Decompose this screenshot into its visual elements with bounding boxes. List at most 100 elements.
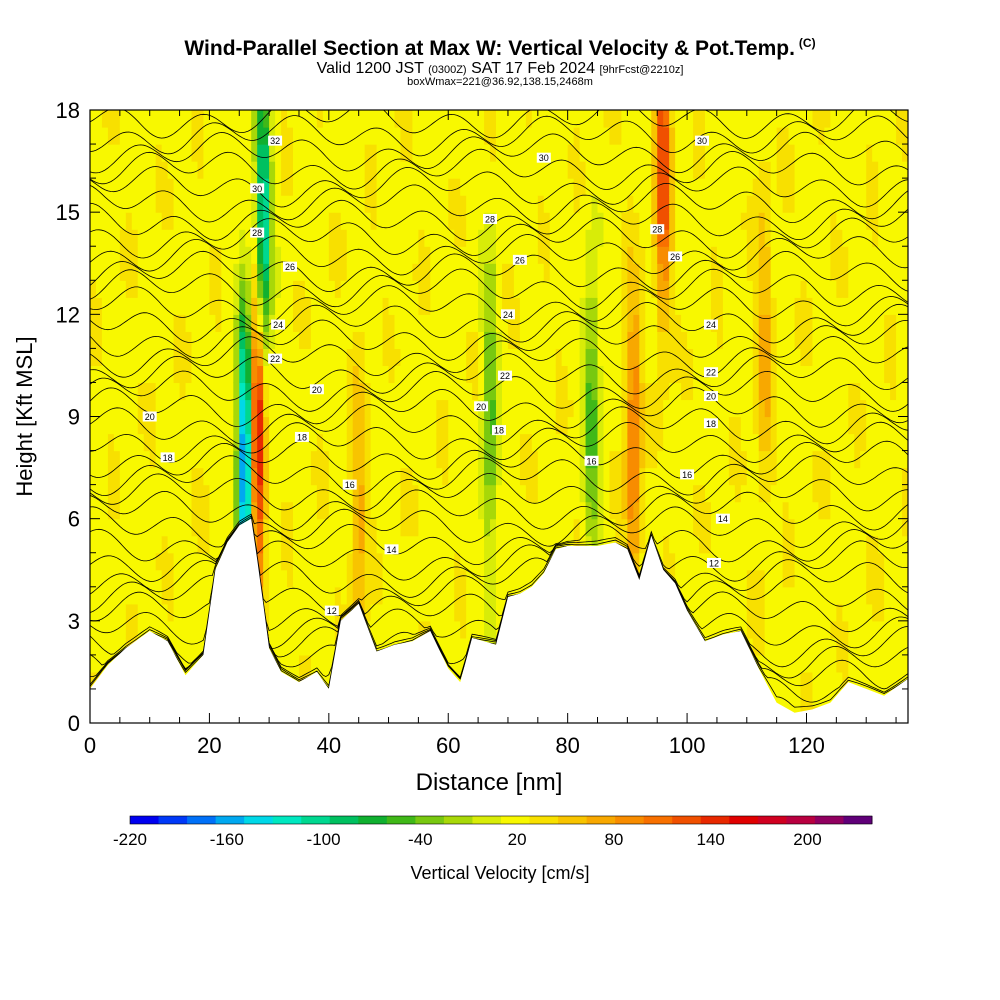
velocity-cell [513,280,521,298]
velocity-cell [573,212,581,230]
velocity-cell [687,484,694,503]
velocity-cell [352,433,360,452]
velocity-cell [764,450,772,469]
velocity-cell [221,229,228,247]
velocity-cell [657,416,664,435]
velocity-cell [143,212,151,230]
velocity-cell [663,161,670,179]
velocity-cell [830,246,837,264]
velocity-cell [466,484,473,503]
velocity-cell [179,484,187,503]
velocity-cell [657,195,664,213]
velocity-cell [460,501,467,520]
velocity-cell [436,127,443,145]
velocity-cell [675,467,682,486]
velocity-cell [418,212,425,230]
velocity-cell [525,144,533,162]
velocity-cell [394,263,402,281]
velocity-cell [340,280,348,298]
velocity-cell [603,433,611,452]
velocity-cell [633,127,640,145]
velocity-cell [203,484,211,503]
velocity-cell [251,433,258,452]
velocity-cell [836,178,843,196]
contour-label-box [271,319,286,330]
velocity-cell [340,382,348,401]
velocity-cell [555,229,563,247]
velocity-cell [179,161,187,179]
velocity-cell [836,501,843,520]
velocity-cell [131,433,139,452]
velocity-cell [245,161,252,179]
velocity-cell [406,144,414,162]
velocity-cell [239,399,246,418]
velocity-cell [687,144,694,162]
velocity-cell [561,484,569,503]
velocity-cell [525,246,533,264]
velocity-cell [263,586,270,605]
velocity-cell [167,331,175,349]
velocity-cell [322,467,330,486]
velocity-cell [639,433,646,452]
velocity-cell [173,535,181,554]
velocity-cell [872,246,879,264]
velocity-cell [609,110,617,128]
velocity-cell [537,195,545,213]
velocity-cell [245,144,252,162]
velocity-cell [328,637,336,656]
velocity-cell [137,552,145,571]
velocity-cell [800,314,808,332]
velocity-cell [902,518,908,537]
velocity-cell [722,603,730,622]
velocity-cell [394,484,402,503]
velocity-cell [764,433,772,452]
velocity-cell [412,195,419,213]
velocity-cell [549,246,557,264]
velocity-cell [287,331,294,349]
velocity-cell [764,484,772,503]
velocity-cell [496,552,503,571]
velocity-cell [107,178,115,196]
velocity-cell [681,246,688,264]
velocity-cell [185,518,193,537]
velocity-cell [472,603,479,622]
velocity-cell [681,501,688,520]
velocity-cell [699,331,706,349]
velocity-cell [221,382,228,401]
velocity-cell [281,161,288,179]
velocity-cell [788,212,796,230]
velocity-cell [167,552,175,571]
velocity-cell [752,314,760,332]
velocity-cell [442,144,449,162]
velocity-cell [597,331,605,349]
velocity-cell [496,501,503,520]
velocity-cell [776,688,784,707]
velocity-cell [812,229,820,247]
velocity-cell [203,348,211,367]
velocity-cell [854,518,861,537]
velocity-cell [394,365,402,384]
velocity-cell [519,195,527,213]
velocity-cell [848,416,855,435]
velocity-cell [101,348,109,367]
velocity-cell [878,314,885,332]
velocity-cell [412,331,419,349]
velocity-cell [251,110,258,128]
velocity-cell [710,144,718,162]
velocity-cell [752,195,760,213]
velocity-cell [800,501,808,520]
velocity-cell [507,552,515,571]
velocity-cell [143,280,151,298]
velocity-cell [478,382,485,401]
velocity-cell [543,467,551,486]
velocity-cell [406,348,414,367]
velocity-cell [394,280,402,298]
velocity-cell [645,229,652,247]
velocity-cell [734,586,742,605]
velocity-cell [430,144,437,162]
velocity-cell [794,603,802,622]
velocity-cell [776,484,784,503]
velocity-cell [137,569,145,588]
velocity-cell [239,263,246,281]
velocity-cell [758,127,766,145]
